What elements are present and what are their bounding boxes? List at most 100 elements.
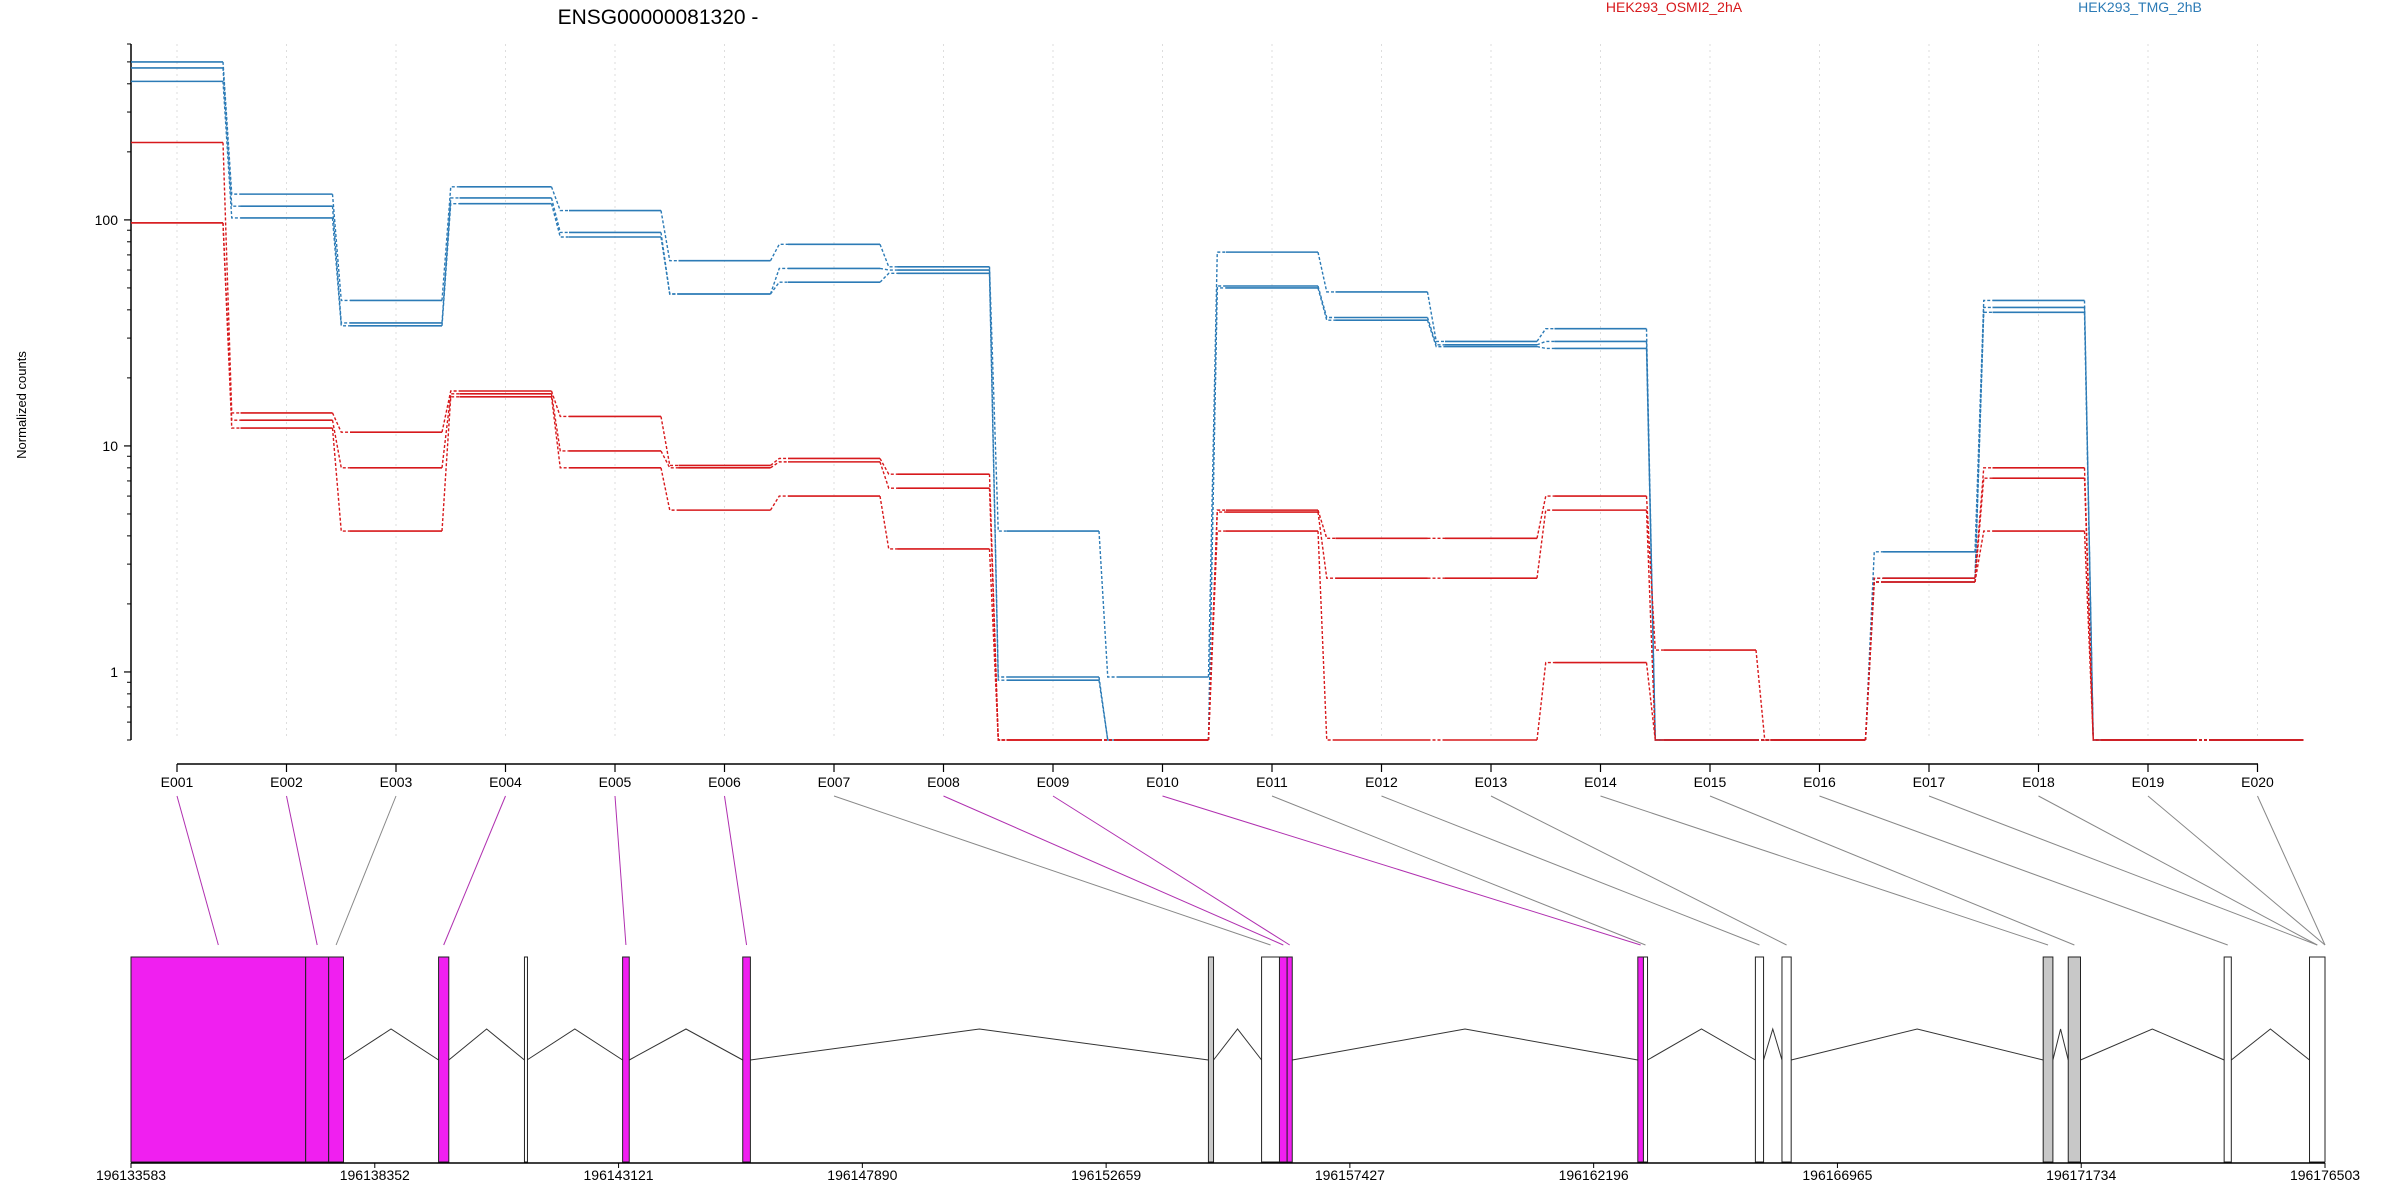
series-transition [222,67,241,207]
series-transition [331,206,350,324]
x-tick-label-E009: E009 [1037,774,1070,790]
genomic-tick-label: 196162196 [1559,1167,1629,1183]
x-tick-label-E010: E010 [1146,774,1179,790]
exon-box-E004 [438,956,450,1163]
connector-E018 [2038,795,2318,946]
exon-box-E018 [2223,956,2232,1163]
series-lines [131,61,2304,741]
x-tick-label-E002: E002 [270,774,303,790]
connector-E008 [943,795,1284,946]
intron-line [2052,1028,2069,1061]
exon-box-E006 [622,956,630,1163]
series-transition [1207,251,1226,678]
series-transition [1317,509,1336,540]
connector-E012 [1381,795,1760,946]
series-transition [1974,306,1993,579]
series-transition [660,416,679,467]
x-tick-label-E018: E018 [2022,774,2055,790]
connector-E001 [176,795,219,946]
x-tick-label-E006: E006 [708,774,741,790]
series-transition [1974,299,1993,552]
intron-line [629,1028,743,1061]
series-1-HEK293_TMG_2hB [131,61,2304,741]
series-transition [331,412,350,433]
series-transition [1864,581,1883,741]
series-transition [441,186,460,301]
series-transition [1755,649,1774,741]
intron-line [2230,1028,2310,1061]
series-transition [1974,311,1993,583]
intron-line [1791,1028,2044,1061]
series-transition [1098,676,1117,741]
series-transition [988,273,1007,681]
series-3-HEK293_TMG_2hB [131,80,2304,741]
series-transition [550,203,569,238]
x-tick-label-E004: E004 [489,774,522,790]
series-transition [660,450,679,469]
series-transition [879,244,898,268]
series-transition [550,396,569,469]
connector-E006 [724,795,748,946]
series-transition [550,186,569,212]
exon-box-E015 [1781,956,1792,1163]
connector-E002 [286,795,318,946]
genomic-tick-label: 196143121 [584,1167,654,1183]
series-transition [331,427,350,532]
intron-line [1763,1027,1783,1061]
exon-connectors [176,795,2326,946]
series-transition [331,420,350,469]
connector-E003 [335,795,397,946]
chart-title: ENSG00000081320 - [558,6,759,29]
series-transition [879,461,898,489]
series-transition [1536,340,1555,346]
series-transition [1317,285,1336,319]
series-transition [222,81,241,219]
series-transition [1426,291,1445,343]
series-transition [441,393,460,468]
x-tick-label-E017: E017 [1913,774,1946,790]
series-transition [1426,319,1445,348]
gene-model: 196133583 196138352 196143121 196147890 1961… [96,956,2360,1183]
series-transition [1536,661,1555,741]
exon-box-E003 [328,956,344,1163]
exon-box-E019 [2309,956,2326,1163]
x-tick-label-E019: E019 [2132,774,2165,790]
series-transition [1536,509,1555,579]
exon-box-E010 [1278,956,1288,1163]
series-transition [769,243,788,262]
exon-gridlines [176,44,2258,740]
series-transition [1864,577,1883,741]
series-transition [550,390,569,418]
y-axis: 1 10 100 [95,43,132,741]
intron-line [2080,1028,2225,1061]
x-tick-label-E013: E013 [1475,774,1508,790]
series-transition [879,458,898,475]
x-axis: E001 E002 E003 E004 E005 E006 E007 E008 E009 E010… [161,763,2274,790]
series-transition [2083,300,2102,741]
y-tick-label-100: 100 [95,212,119,228]
connector-E015 [1709,795,2075,946]
series-transition [879,272,898,283]
genomic-tick-label: 196176503 [2290,1167,2360,1183]
legend-entry-tmg: HEK293_TMG_2hB [2078,0,2202,15]
connector-E010 [1162,795,1641,946]
exon-box-E013 [1642,956,1649,1163]
series-transition [441,390,460,433]
series-transition [331,217,350,327]
x-tick-label-E001: E001 [161,774,194,790]
series-transition [550,393,569,452]
series-transition [441,197,460,323]
x-tick-label-E016: E016 [1803,774,1836,790]
x-tick-label-E014: E014 [1584,774,1617,790]
series-transition [2083,307,2102,741]
series-transition [1645,328,1664,741]
series-transition [2083,312,2102,741]
connector-E004 [443,795,506,946]
exon-box-E012 [1637,956,1644,1163]
series-transition [222,61,241,195]
series-transition [1317,511,1336,579]
intron-line [526,1028,623,1061]
series-transition [1098,531,1117,678]
x-tick-label-E005: E005 [599,774,632,790]
